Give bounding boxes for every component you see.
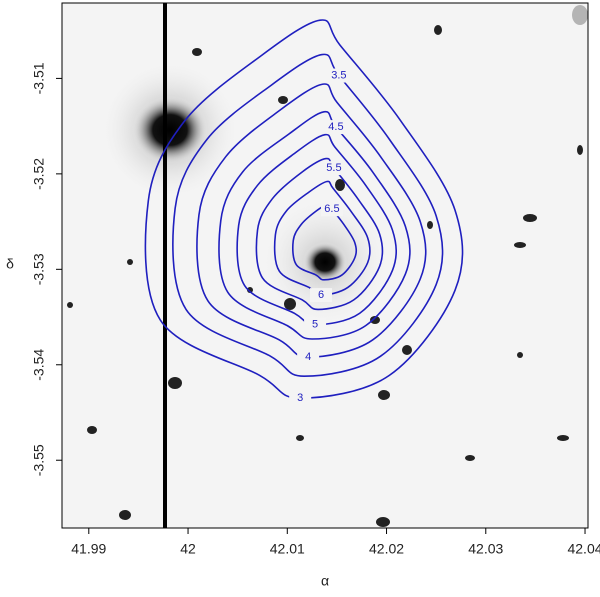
contour-label: 3.5 [331, 69, 346, 81]
contour-label-bg [310, 288, 333, 303]
contour-label-bg [324, 120, 347, 135]
contour-label: 4 [305, 351, 311, 363]
y-tick-label: -3.53 [31, 253, 47, 285]
y-tick-label: -3.55 [31, 444, 47, 476]
sky-image [62, 3, 588, 528]
x-tick-label: 42.04 [567, 541, 600, 557]
contour-label-bg [320, 202, 343, 217]
contour-label-bg [297, 350, 320, 365]
y-tick-label: -3.51 [31, 62, 47, 94]
contour-label: 5 [312, 319, 318, 331]
contour-label: 6 [318, 289, 324, 301]
contour-line [172, 53, 444, 378]
contour-line [292, 203, 358, 281]
x-tick-label: 41.99 [71, 541, 106, 557]
contour-label: 5.5 [326, 162, 341, 174]
x-tick-label: 42.03 [468, 541, 503, 557]
contour-label-bg [327, 68, 350, 83]
contour-label-bg [304, 317, 327, 332]
contour-line [218, 110, 411, 340]
contour-label: 3 [297, 392, 303, 404]
x-tick-label: 42 [180, 541, 196, 557]
plot-frame [61, 2, 589, 529]
contour-label: 4.5 [328, 121, 343, 133]
contour-label: 6.5 [324, 203, 339, 215]
x-tick-label: 42.02 [369, 541, 404, 557]
contour-label-bg [322, 161, 345, 176]
y-tick-label: -3.52 [31, 158, 47, 190]
y-tick-label: -3.54 [31, 349, 47, 381]
contour-line [255, 157, 384, 311]
x-tick-label: 42.01 [270, 541, 305, 557]
x-axis-label: α [321, 573, 329, 589]
y-axis-label: δ [6, 256, 14, 272]
contour-label-bg [289, 391, 312, 406]
